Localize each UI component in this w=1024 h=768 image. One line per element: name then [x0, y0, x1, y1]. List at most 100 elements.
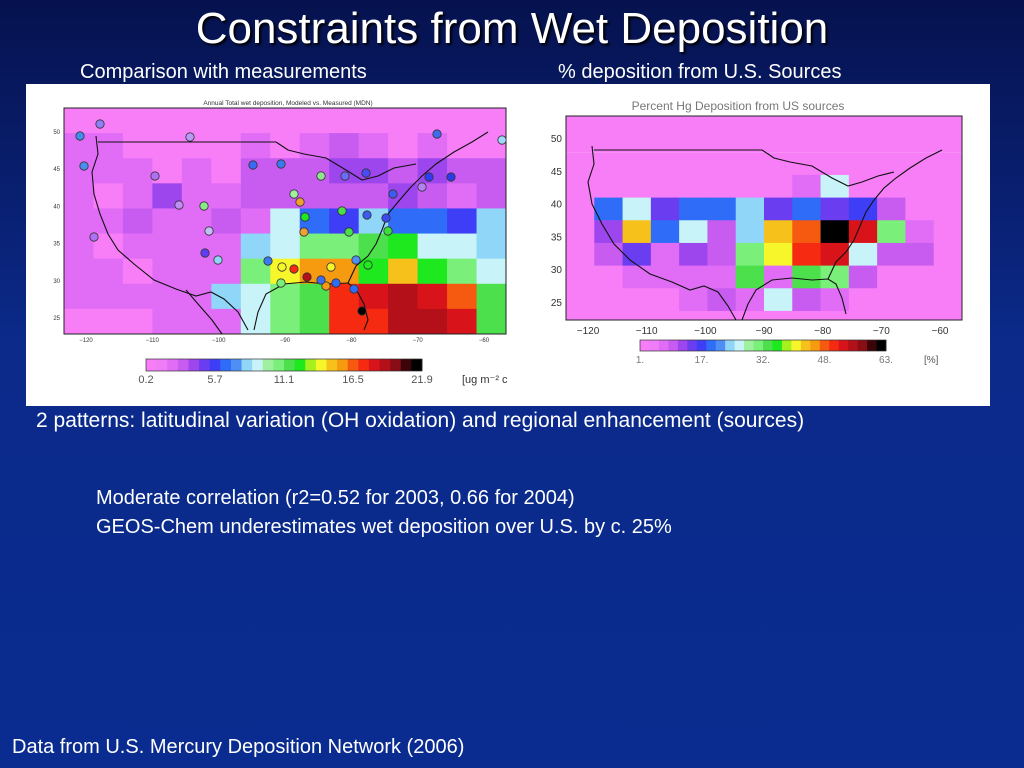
- station-marker: [263, 256, 273, 266]
- left-map-frame: [63, 107, 507, 335]
- station-marker: [276, 159, 286, 169]
- left-grid-cell: [358, 258, 389, 285]
- colorbar-segment: [400, 359, 412, 371]
- colorbar-tick-label: 63.: [879, 355, 893, 366]
- left-map-panel: Annual Total wet deposition, Modeled vs.…: [26, 84, 548, 406]
- colorbar-segment: [857, 340, 868, 351]
- colorbar-tick-label: 32.: [756, 355, 770, 366]
- station-marker: [75, 131, 85, 141]
- right-grid-cell: [764, 220, 793, 244]
- left-grid-cell: [388, 258, 419, 285]
- colorbar-frame: [145, 358, 423, 372]
- right-grid-cell: [792, 220, 822, 244]
- colorbar-segment: [146, 359, 158, 371]
- left-grid-cell: [270, 308, 301, 335]
- right-grid-cell: [933, 220, 963, 244]
- left-grid-cell: [211, 133, 242, 159]
- right-grid-cell: [905, 197, 935, 221]
- left-grid-cell: [122, 308, 153, 335]
- station-marker: [277, 262, 287, 272]
- right-grid-cell: [933, 265, 963, 289]
- left-grid-cell: [270, 233, 301, 260]
- colorbar-segment: [379, 359, 391, 371]
- left-grid-cell: [447, 258, 478, 285]
- left-grid-cell: [211, 283, 242, 310]
- right-grid-cell: [792, 152, 822, 176]
- colorbar-segment: [209, 359, 221, 371]
- left-grid-cell: [122, 258, 153, 285]
- right-grid-cell: [905, 220, 935, 244]
- left-grid-cell: [211, 108, 242, 134]
- y-tick-label: 30: [551, 265, 563, 276]
- right-grid-cell: [735, 174, 765, 199]
- x-tick-label: −80: [814, 326, 831, 337]
- colorbar-segment: [819, 340, 830, 351]
- left-grid-cell: [388, 108, 419, 134]
- station-marker: [362, 210, 372, 220]
- station-marker: [289, 264, 299, 274]
- left-grid-cell: [447, 283, 478, 310]
- station-marker: [300, 212, 310, 222]
- station-marker: [331, 278, 341, 288]
- colorbar-tick-label: 48.: [818, 355, 832, 366]
- left-grid-cell: [122, 108, 153, 134]
- y-tick-label: 40: [551, 200, 563, 211]
- left-grid-cell: [417, 233, 448, 260]
- right-grid-cell: [622, 288, 652, 312]
- right-grid-cell: [905, 288, 935, 312]
- right-grid-bottom: [566, 310, 962, 320]
- right-grid-cell: [877, 220, 906, 244]
- colorbar-segment: [241, 359, 253, 371]
- left-grid-cell: [181, 108, 212, 134]
- left-grid-cell: [417, 108, 448, 134]
- colorbar-segment: [838, 340, 849, 351]
- left-grid-cell: [329, 233, 360, 260]
- right-grid-cell: [650, 265, 680, 289]
- left-grid-cell: [93, 133, 124, 159]
- right-grid-cell: [650, 197, 680, 221]
- left-grid-cell: [358, 183, 389, 209]
- right-grid-cell: [566, 174, 595, 199]
- left-grid-cell: [122, 183, 153, 209]
- y-tick-label: 25: [53, 316, 60, 322]
- colorbar-segment: [167, 359, 179, 371]
- note-underestimate: GEOS-Chem underestimates wet deposition …: [96, 516, 672, 538]
- left-colorbar-units: [ug m⁻² c: [462, 374, 508, 386]
- right-grid-cell: [933, 288, 963, 312]
- right-grid-cell: [905, 265, 935, 289]
- colorbar-segment: [677, 340, 688, 351]
- left-grid-cell: [64, 208, 94, 235]
- right-grid-cell: [707, 242, 737, 267]
- right-grid-cell: [566, 152, 595, 176]
- right-percent-grid: [566, 116, 963, 320]
- x-tick-label: −90: [756, 326, 773, 337]
- right-grid-cell: [594, 174, 624, 199]
- right-grid-cell: [848, 197, 878, 221]
- right-grid-top: [566, 116, 962, 153]
- x-tick-label: −100: [694, 326, 717, 337]
- right-grid-cell: [622, 220, 652, 244]
- colorbar-tick-label: 5.7: [207, 374, 222, 386]
- right-grid-cell: [735, 265, 765, 289]
- station-marker: [174, 200, 184, 210]
- left-grid-cell: [358, 108, 389, 134]
- colorbar-frame: [639, 339, 887, 352]
- left-grid-cell: [152, 308, 183, 335]
- station-marker: [337, 206, 347, 216]
- left-grid-cell: [270, 208, 301, 235]
- colorbar-segment: [772, 340, 783, 351]
- left-grid-cell: [358, 283, 389, 310]
- station-marker: [349, 284, 359, 294]
- left-grid-cell: [299, 133, 330, 159]
- station-marker: [299, 227, 309, 237]
- left-grid-cell: [181, 283, 212, 310]
- right-grid-cell: [594, 242, 624, 267]
- left-grid-cell: [152, 283, 183, 310]
- left-grid-cell: [64, 108, 94, 134]
- left-grid-cell: [476, 258, 507, 285]
- colorbar-tick-label: 21.9: [411, 374, 432, 386]
- right-grid-cell: [594, 288, 624, 312]
- left-x-axis-ticks: −120 −110 −100 −90 −80 −70 −60: [79, 338, 490, 344]
- right-grid-cell: [820, 242, 850, 267]
- left-grid-cell: [240, 108, 271, 134]
